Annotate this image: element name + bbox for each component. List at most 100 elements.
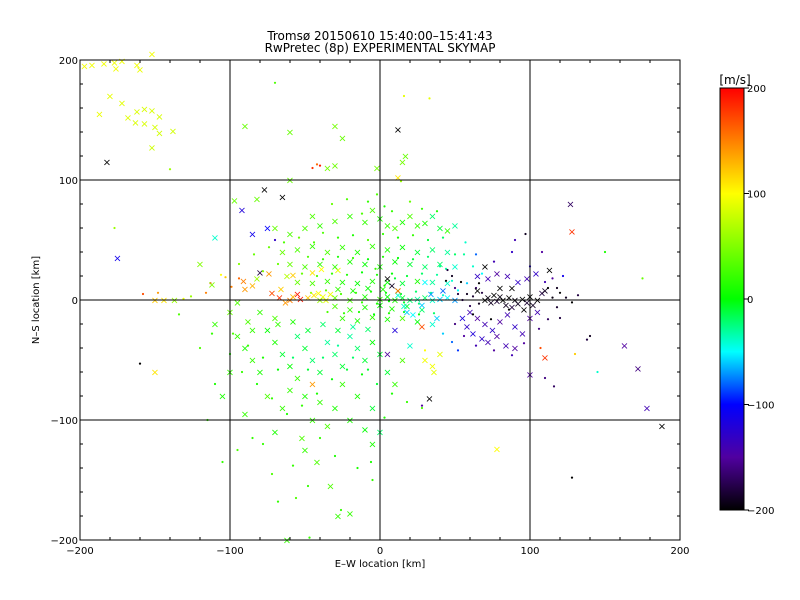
y-tick-label: 100 — [59, 176, 78, 187]
grid-lines — [80, 60, 680, 540]
data-point-dot — [371, 478, 374, 482]
data-point-cross: × — [286, 260, 294, 271]
data-point-cross: × — [334, 512, 342, 523]
data-point-cross: × — [413, 248, 421, 259]
data-point-dot — [444, 267, 448, 270]
data-point-cross: × — [283, 272, 291, 283]
data-point-dot — [540, 250, 544, 254]
data-point-cross: × — [368, 440, 376, 451]
data-point-cross: × — [248, 326, 256, 337]
data-point-cross: × — [256, 268, 264, 279]
colorbar: [m/s] 200 100 0 −100 −200 — [719, 73, 774, 517]
data-point-cross: × — [331, 122, 339, 133]
data-point-cross: × — [241, 344, 249, 355]
data-point-cross: × — [484, 293, 492, 304]
data-point-cross: × — [148, 106, 156, 117]
data-point-cross: × — [316, 368, 324, 379]
data-point-cross: × — [425, 394, 433, 405]
colorbar-tick-label: −200 — [747, 506, 774, 517]
data-point-cross: × — [233, 332, 241, 343]
data-point-dot — [453, 322, 457, 326]
data-point-dot — [474, 344, 478, 347]
data-point-dot — [450, 340, 454, 344]
data-point-cross: × — [488, 326, 496, 337]
data-point-cross: × — [136, 65, 144, 76]
data-point-cross: × — [353, 316, 361, 327]
data-point-dot — [551, 296, 554, 299]
data-point-cross: × — [233, 298, 241, 309]
data-point-cross: × — [361, 292, 369, 303]
data-point-cross: × — [271, 314, 279, 325]
data-point-dot — [369, 460, 373, 464]
data-point-dot — [573, 352, 577, 356]
data-point-cross: × — [523, 298, 531, 309]
data-point-cross: × — [398, 243, 406, 254]
data-point-cross: × — [451, 221, 459, 232]
data-point-cross: × — [112, 64, 120, 75]
data-point-dot — [285, 412, 289, 416]
data-point-cross: × — [349, 322, 357, 333]
data-point-cross: × — [286, 230, 294, 241]
data-point-cross: × — [103, 158, 111, 169]
data-point-cross: × — [211, 233, 219, 244]
data-point-dot — [336, 344, 340, 347]
data-point-cross: × — [301, 392, 309, 403]
data-point-dot — [399, 180, 403, 183]
data-point-dot — [576, 294, 580, 297]
data-point-cross: × — [289, 317, 297, 328]
data-point-dot — [306, 368, 310, 371]
data-point-cross: × — [391, 257, 399, 268]
data-point-cross: × — [473, 286, 481, 297]
data-point-cross: × — [338, 362, 346, 373]
data-point-cross: × — [316, 296, 324, 307]
data-point-dot — [273, 81, 277, 84]
data-point-dot — [564, 296, 568, 299]
data-point-cross: × — [439, 286, 447, 297]
data-point-cross: × — [502, 341, 510, 352]
data-point-dot — [210, 332, 214, 335]
data-point-cross: × — [398, 293, 406, 304]
data-point-dot — [360, 301, 364, 304]
data-point-cross: × — [493, 444, 501, 455]
data-point-cross: × — [421, 219, 429, 230]
data-point-cross: × — [244, 317, 252, 328]
y-tick-label: 200 — [59, 56, 78, 67]
data-point-dot — [291, 464, 295, 467]
data-point-cross: × — [241, 122, 249, 133]
data-point-cross: × — [620, 341, 628, 352]
y-axis-label: N–S location [km] — [31, 256, 42, 344]
data-point-cross: × — [346, 296, 354, 307]
data-point-cross: × — [361, 356, 369, 367]
data-point-cross: × — [394, 291, 402, 302]
colorbar-ticks: 200 100 0 −100 −200 — [744, 84, 774, 517]
data-point-dot — [390, 210, 394, 213]
data-point-dot — [297, 236, 301, 239]
data-point-cross: × — [338, 314, 346, 325]
data-point-dot — [402, 94, 406, 98]
data-point-cross: × — [293, 374, 301, 385]
data-point-cross: × — [391, 296, 399, 307]
data-point-cross: × — [484, 274, 492, 285]
data-point-cross: × — [326, 290, 334, 301]
data-point-cross: × — [406, 260, 414, 271]
data-point-cross: × — [155, 129, 163, 140]
data-point-dot — [339, 292, 343, 296]
data-point-dot — [374, 267, 377, 270]
data-point-dot — [230, 285, 233, 288]
data-point-cross: × — [248, 356, 256, 367]
data-point-cross: × — [520, 305, 528, 316]
data-point-cross: × — [401, 152, 409, 163]
data-point-dot — [453, 253, 457, 256]
data-point-cross: × — [346, 416, 354, 427]
data-point-cross: × — [322, 296, 330, 307]
data-point-cross: × — [331, 216, 339, 227]
data-point-cross: × — [353, 248, 361, 259]
data-point-dot — [462, 253, 466, 256]
data-point-cross: × — [316, 221, 324, 232]
data-point-cross: × — [533, 308, 541, 319]
data-point-dot — [345, 198, 349, 201]
data-point-dot — [209, 282, 212, 285]
data-point-dot — [357, 310, 361, 314]
data-point-dot — [435, 210, 439, 213]
data-point-dot — [471, 313, 475, 316]
